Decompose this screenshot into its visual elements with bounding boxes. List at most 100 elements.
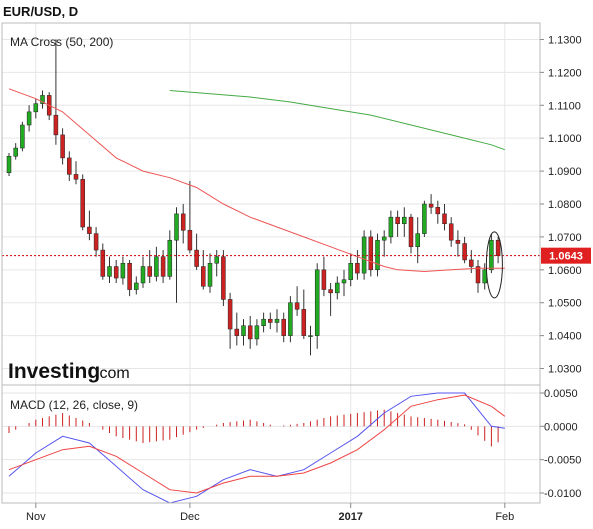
bear-candle xyxy=(100,243,106,280)
bear-candle xyxy=(321,256,327,297)
bull-candle xyxy=(214,250,219,277)
bear-candle xyxy=(442,204,447,231)
candle-body xyxy=(462,243,467,261)
bear-candle xyxy=(194,233,199,270)
candle-body xyxy=(160,256,166,277)
candle-body xyxy=(247,325,253,340)
candle-body xyxy=(375,239,380,271)
bull-candle xyxy=(20,121,25,152)
candle-body xyxy=(368,236,374,271)
bull-candle xyxy=(134,276,139,295)
candle-body xyxy=(154,256,159,277)
price-tick-label: 1.0800 xyxy=(548,199,582,211)
candle-body xyxy=(388,216,394,238)
bull-candle xyxy=(335,276,340,300)
x-tick-label: 2017 xyxy=(338,511,362,523)
price-tick-label: 1.0600 xyxy=(548,265,582,277)
price-axis: 1.0300 1.0400 1.0500 1.0600 1.0700 1.0800 1.09… xyxy=(540,34,582,376)
bull-candle xyxy=(308,325,313,356)
bull-candle xyxy=(174,207,179,303)
candle-body xyxy=(107,266,112,277)
bear-candle xyxy=(113,259,119,283)
price-tick-label: 1.0700 xyxy=(548,232,582,244)
price-tick-label: 1.1300 xyxy=(548,34,582,46)
candle-body xyxy=(381,236,387,241)
bull-candle xyxy=(13,143,18,160)
candle-body xyxy=(201,266,206,287)
candle-body xyxy=(214,256,219,264)
macd-tick-label: -0.0100 xyxy=(544,488,581,500)
candle-body xyxy=(174,213,179,241)
bull-candle xyxy=(381,230,387,257)
bear-candle xyxy=(127,259,132,297)
candle-body xyxy=(448,223,454,241)
bear-candle xyxy=(60,128,65,165)
bull-candle xyxy=(415,217,420,264)
bear-candle xyxy=(187,180,193,254)
bull-candle xyxy=(167,230,173,280)
bull-candle xyxy=(288,296,293,343)
macd-tick-label: 0.0050 xyxy=(544,388,578,400)
candle-body xyxy=(20,124,25,149)
current-price-label: 1.0643 xyxy=(541,247,591,264)
candle-body xyxy=(328,289,333,294)
candle-body xyxy=(187,230,193,251)
candle-body xyxy=(294,302,300,310)
candle-body xyxy=(408,216,414,248)
macd-frame xyxy=(1,384,541,504)
candle-body xyxy=(113,266,119,279)
candle-body xyxy=(207,262,213,287)
candle-body xyxy=(288,302,293,336)
bear-candle xyxy=(147,250,152,283)
price-tick-label: 1.0400 xyxy=(548,331,582,343)
bull-candle xyxy=(361,230,367,280)
x-tick-label: Dec xyxy=(180,511,200,523)
bull-candle xyxy=(120,256,126,285)
x-axis: NovDec2017FebM xyxy=(26,503,514,523)
candle-body xyxy=(268,318,273,323)
candle-body xyxy=(167,239,173,277)
candle-body xyxy=(13,147,18,157)
macd-panel xyxy=(8,392,506,504)
bear-candle xyxy=(93,227,99,257)
candle-body xyxy=(469,259,474,267)
bear-candle xyxy=(355,250,360,280)
bull-candle xyxy=(254,319,260,346)
candle-body xyxy=(341,279,347,284)
bear-candle xyxy=(448,217,454,247)
candle-body xyxy=(415,233,420,248)
candle-body xyxy=(241,325,246,336)
bear-candle xyxy=(435,200,441,224)
candle-body xyxy=(73,174,79,180)
candle-body xyxy=(93,233,99,251)
candle-body xyxy=(180,213,186,231)
bear-candle xyxy=(87,210,92,241)
bull-candle xyxy=(375,233,380,277)
bear-candle xyxy=(301,289,307,339)
bull-candle xyxy=(33,98,39,119)
bull-candle xyxy=(348,253,353,287)
candle-body xyxy=(281,318,286,336)
bull-candle xyxy=(140,256,146,288)
price-panel xyxy=(2,39,540,356)
candle-body xyxy=(33,103,39,113)
price-panel-label: MA Cross (50, 200) xyxy=(10,35,113,49)
bear-candle xyxy=(67,151,72,181)
candle-body xyxy=(127,262,132,290)
bull-candle xyxy=(274,309,280,333)
chart-title: EUR/USD, D xyxy=(3,4,78,19)
x-tick-label: Nov xyxy=(26,511,46,523)
bull-candle xyxy=(107,256,112,283)
candle-body xyxy=(355,262,360,274)
price-tick-label: 1.0900 xyxy=(548,166,582,178)
bear-candle xyxy=(80,174,85,231)
bull-candle xyxy=(154,246,159,282)
candle-body xyxy=(495,239,501,256)
price-tick-label: 1.0500 xyxy=(548,298,582,310)
price-tick-label: 1.1200 xyxy=(548,67,582,79)
candle-body xyxy=(6,156,12,173)
macd-tick-label: 0.0000 xyxy=(544,421,578,433)
bear-candle xyxy=(180,204,186,244)
ma200-line xyxy=(169,90,505,151)
